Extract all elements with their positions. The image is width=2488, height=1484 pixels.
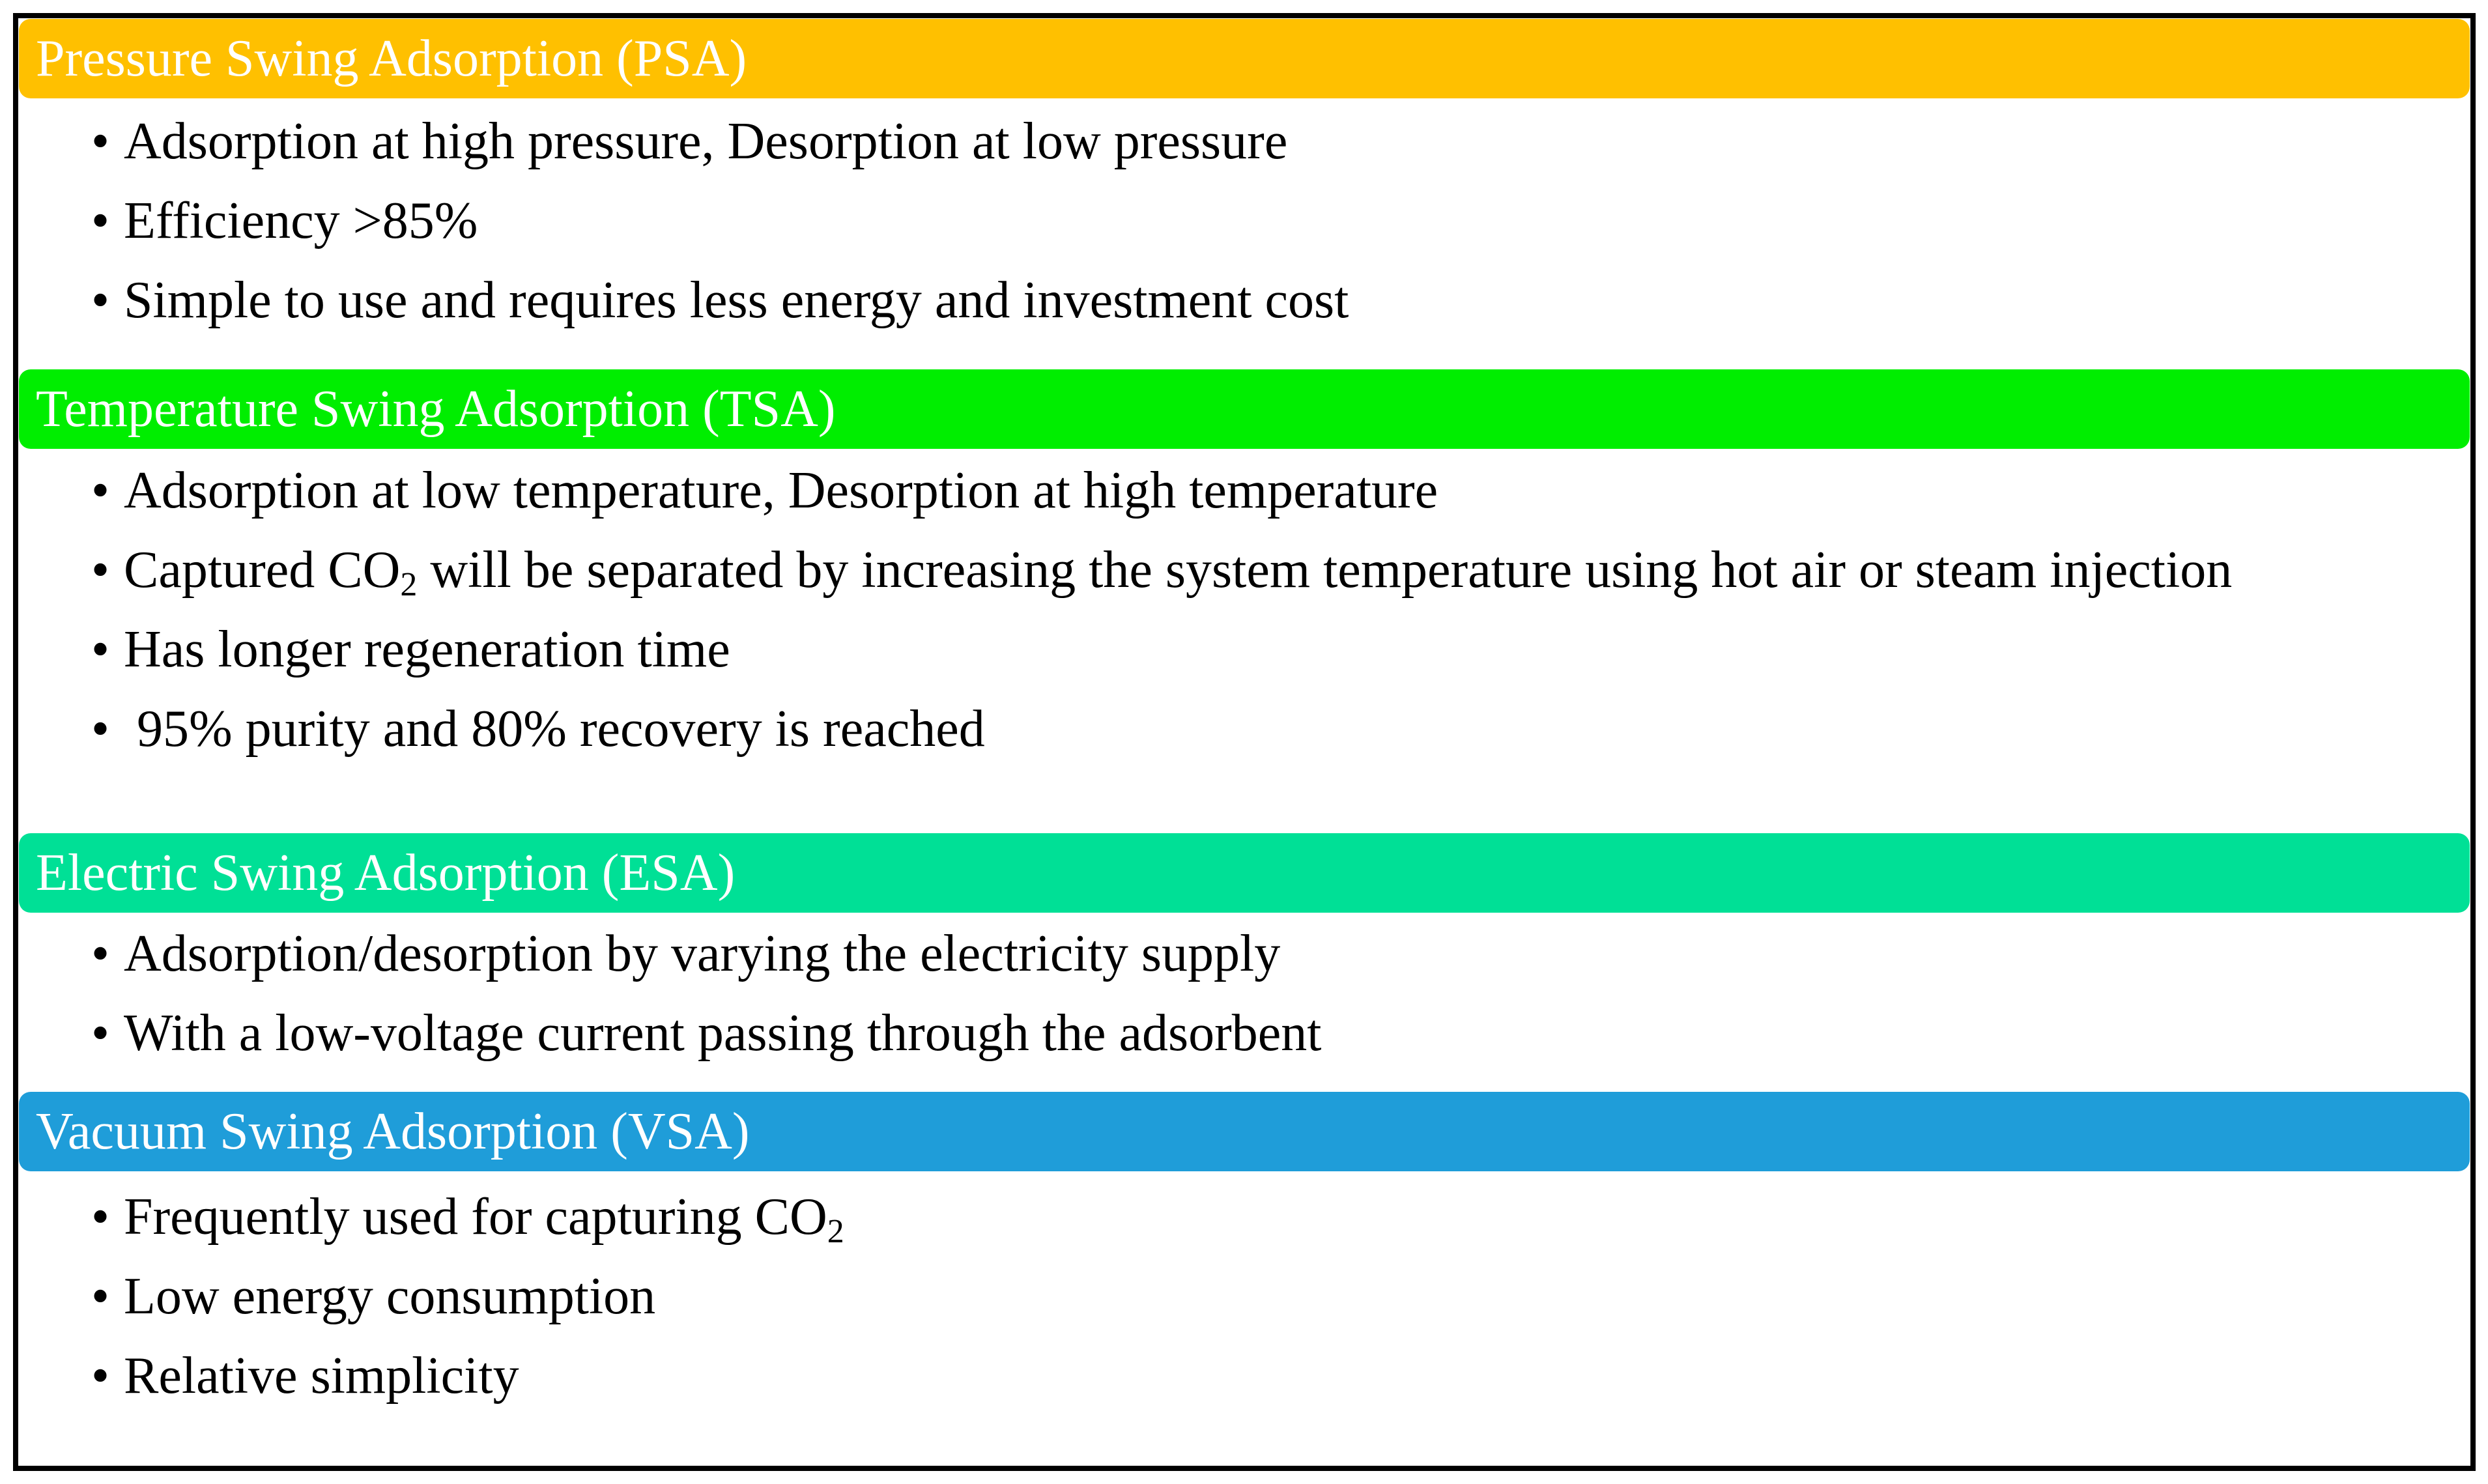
list-item-text: Adsorption at high pressure, Desorption … bbox=[124, 108, 1287, 175]
item-text: Adsorption/desorption by varying the ele… bbox=[124, 925, 1281, 982]
list-item-text: 95% purity and 80% recovery is reached bbox=[124, 696, 985, 762]
list-item-text: Captured CO2 will be separated by increa… bbox=[124, 537, 2232, 603]
list-item: • Simple to use and requires less energy … bbox=[91, 267, 2437, 334]
item-text: Relative simplicity bbox=[124, 1347, 519, 1405]
list-item: • Low energy consumption bbox=[91, 1263, 2437, 1330]
list-item: • Adsorption at low temperature, Desorpti… bbox=[91, 457, 2437, 524]
section-header: Electric Swing Adsorption (ESA) bbox=[19, 833, 2470, 913]
list-item-text: Simple to use and requires less energy a… bbox=[124, 267, 1349, 334]
list-item: • Captured CO2 will be separated by incre… bbox=[91, 537, 2437, 603]
item-text: Captured CO bbox=[124, 541, 401, 599]
bullet-icon: • bbox=[91, 700, 110, 758]
bullet-icon: • bbox=[91, 1005, 110, 1062]
list-item: • Has longer regeneration time bbox=[91, 616, 2437, 683]
item-text: With a low-voltage current passing throu… bbox=[124, 1005, 1322, 1062]
item-text: Efficiency >85% bbox=[124, 192, 478, 250]
list-item: • With a low-voltage current passing thro… bbox=[91, 1000, 2437, 1066]
item-text: Frequently used for capturing CO bbox=[124, 1188, 827, 1246]
item-text: Adsorption at low temperature, Desorptio… bbox=[124, 462, 1438, 519]
item-text-continued: will be separated by increasing the syst… bbox=[417, 541, 2233, 599]
bullet-icon: • bbox=[91, 1188, 110, 1246]
list-item-text: Low energy consumption bbox=[124, 1263, 655, 1330]
bullet-icon: • bbox=[91, 1347, 110, 1405]
list-item: • Frequently used for capturing CO2 bbox=[91, 1184, 2437, 1250]
section-bullet-list: • Adsorption/desorption by varying the el… bbox=[91, 920, 2437, 1079]
section-bullet-list: • Adsorption at low temperature, Desorpti… bbox=[91, 457, 2437, 775]
bullet-icon: • bbox=[91, 621, 110, 678]
list-item: • Efficiency >85% bbox=[91, 188, 2437, 254]
section-bullet-list: • Adsorption at high pressure, Desorption… bbox=[91, 108, 2437, 347]
bullet-icon: • bbox=[91, 925, 110, 982]
item-text: Adsorption at high pressure, Desorption … bbox=[124, 113, 1288, 170]
list-item: • Adsorption/desorption by varying the el… bbox=[91, 920, 2437, 987]
section-bullet-list: • Frequently used for capturing CO2 • Low e… bbox=[91, 1184, 2437, 1422]
list-item: • 95% purity and 80% recovery is reached bbox=[91, 696, 2437, 762]
section-header: Pressure Swing Adsorption (PSA) bbox=[19, 19, 2470, 98]
section-header: Temperature Swing Adsorption (TSA) bbox=[19, 369, 2470, 449]
section-header: Vacuum Swing Adsorption (VSA) bbox=[19, 1092, 2470, 1171]
item-text: Has longer regeneration time bbox=[124, 621, 730, 678]
bullet-icon: • bbox=[91, 541, 110, 599]
bullet-icon: • bbox=[91, 1268, 110, 1325]
bullet-icon: • bbox=[91, 192, 110, 250]
subscript: 2 bbox=[400, 566, 418, 603]
list-item-text: With a low-voltage current passing throu… bbox=[124, 1000, 1322, 1066]
item-text: 95% purity and 80% recovery is reached bbox=[124, 700, 985, 758]
list-item-text: Relative simplicity bbox=[124, 1343, 519, 1409]
list-item-text: Efficiency >85% bbox=[124, 188, 478, 254]
bullet-icon: • bbox=[91, 113, 110, 170]
list-item-text: Frequently used for capturing CO2 bbox=[124, 1184, 844, 1250]
list-item: • Relative simplicity bbox=[91, 1343, 2437, 1409]
bullet-icon: • bbox=[91, 272, 110, 329]
bullet-icon: • bbox=[91, 462, 110, 519]
item-text: Low energy consumption bbox=[124, 1268, 656, 1325]
subscript: 2 bbox=[827, 1213, 844, 1250]
item-text: Simple to use and requires less energy a… bbox=[124, 272, 1349, 329]
list-item-text: Adsorption at low temperature, Desorptio… bbox=[124, 457, 1438, 524]
diagram-frame bbox=[13, 13, 2476, 1471]
list-item-text: Adsorption/desorption by varying the ele… bbox=[124, 920, 1280, 987]
list-item-text: Has longer regeneration time bbox=[124, 616, 730, 683]
list-item: • Adsorption at high pressure, Desorption… bbox=[91, 108, 2437, 175]
